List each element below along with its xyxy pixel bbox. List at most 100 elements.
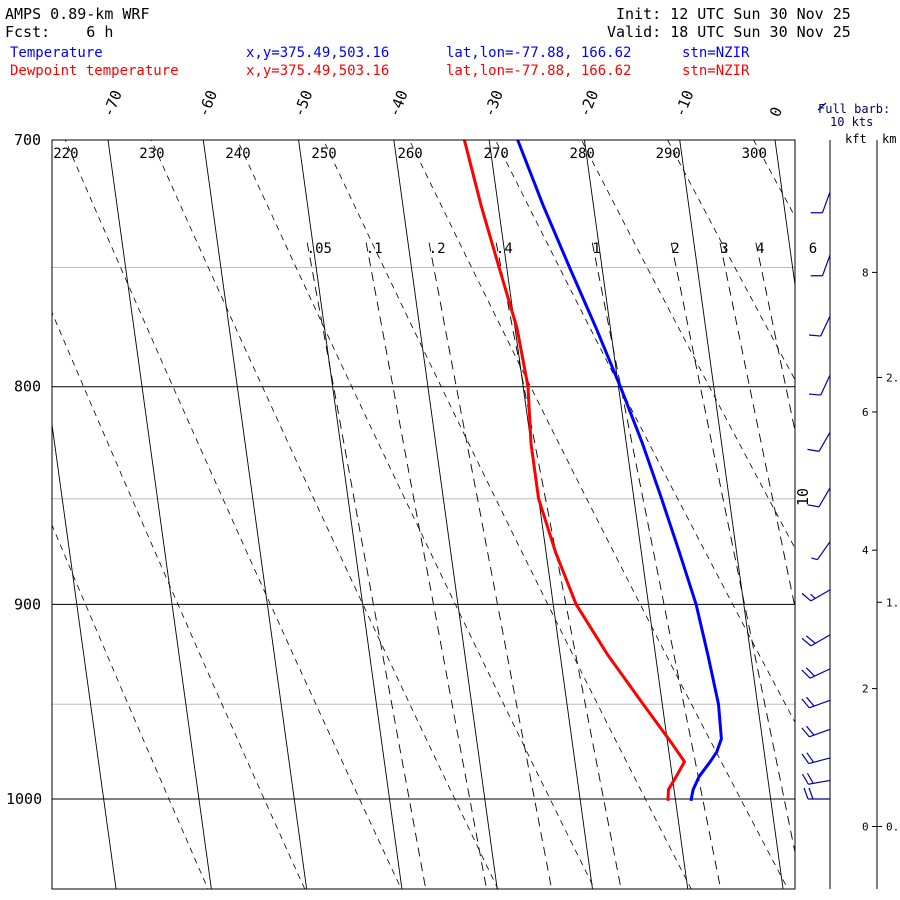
- wind-barb: [801, 696, 831, 709]
- wind-barb-flag: [801, 753, 810, 764]
- height-kft-tick-label: 0: [862, 821, 869, 834]
- wind-barb: [801, 725, 831, 738]
- temperature-legend: Temperature: [10, 45, 103, 61]
- wind-barb-flag: [801, 669, 811, 679]
- mixing-ratio-label: 1: [592, 241, 600, 257]
- mixing-ratio-line: [495, 242, 622, 889]
- wind-barb-flag: [806, 752, 815, 763]
- dry-adiabat-line: [52, 311, 306, 889]
- dry-adiabat-label: 220: [53, 146, 78, 162]
- wind-barb-half-flag: [811, 557, 818, 561]
- mixing-ratio-line: [719, 242, 795, 610]
- isotherm-label: -50: [290, 88, 317, 120]
- dewpoint-xy: x,y=375.49,503.16: [246, 63, 390, 79]
- temperature-profile-line: [516, 140, 723, 802]
- wind-barb-flag: [806, 772, 814, 784]
- isotherm-line: [202, 140, 308, 889]
- pressure-tick-label: 700: [14, 131, 41, 149]
- pressure-tick-label: 800: [14, 378, 41, 396]
- mixing-ratio-label: .05: [307, 241, 332, 257]
- height-kft-tick-label: 2: [862, 683, 869, 696]
- wind-barb: [803, 787, 830, 800]
- isotherm-line: [774, 140, 795, 289]
- temperature-station: stn=NZIR: [682, 45, 750, 61]
- wind-barb-flag: [806, 696, 815, 707]
- wind-barb-flag: [807, 504, 820, 508]
- wind-barb-flag: [808, 787, 814, 800]
- wind-barb: [810, 191, 831, 214]
- dry-adiabat-label: 260: [397, 146, 422, 162]
- dry-adiabat-line: [52, 524, 209, 889]
- dry-adiabat-label: 250: [311, 146, 336, 162]
- wind-barb: [808, 374, 831, 396]
- wind-barb-staff: [809, 728, 831, 738]
- dry-adiabat-line: [408, 140, 789, 889]
- isotherm-line: [298, 140, 403, 889]
- mixing-ratio-line: [808, 243, 900, 900]
- height-km-tick-label: 0.: [886, 821, 899, 834]
- isotherm-label: -40: [385, 88, 412, 120]
- height-kft-label: kft: [845, 132, 867, 146]
- wind-barb-flag: [808, 334, 821, 337]
- pressure-tick-label: 1000: [6, 790, 42, 808]
- isotherm-line: [679, 140, 784, 889]
- wind-barb-staff: [816, 541, 831, 561]
- barb-key-line2: 10 kts: [830, 115, 873, 129]
- wind-barb-staff: [820, 374, 831, 396]
- wind-barb-flag: [801, 637, 812, 647]
- isotherm-label: -20: [575, 88, 602, 120]
- wind-barb-flag: [801, 592, 812, 602]
- wind-barb-annotation: 10: [794, 488, 812, 506]
- wind-barb-staff: [808, 757, 831, 765]
- isotherm-label: -70: [99, 88, 126, 120]
- wind-barb-staff: [810, 634, 831, 647]
- wind-barb-flag: [801, 727, 810, 738]
- wind-barb-staff: [821, 254, 831, 276]
- wind-barb-flag: [801, 773, 809, 785]
- pressure-tick-label: 900: [14, 595, 41, 613]
- mixing-ratio-line: [365, 242, 488, 889]
- wind-barb-staff: [818, 487, 831, 508]
- mixing-ratio-label: 6: [809, 241, 817, 257]
- temperature-latlon: lat,lon=-77.88, 166.62: [446, 45, 632, 61]
- wind-barb-flag: [805, 667, 816, 677]
- isotherm-line: [870, 140, 900, 889]
- height-kft-tick-label: 8: [862, 266, 869, 279]
- wind-barb: [801, 772, 831, 785]
- wind-barb-staff: [821, 191, 831, 213]
- plot-frame: [51, 139, 796, 890]
- mixing-ratio-label: 2: [671, 241, 679, 257]
- isotherm-line: [0, 140, 21, 889]
- wind-barb-flag: [808, 393, 821, 396]
- wind-barb-flag: [805, 635, 816, 644]
- forecast-hour: Fcst: 6 h: [5, 23, 114, 41]
- height-kft-tick-label: 4: [862, 544, 869, 557]
- mixing-ratio-label: 4: [756, 241, 764, 257]
- mixing-ratio-label: .4: [496, 241, 513, 257]
- dry-adiabat-label: 280: [570, 146, 595, 162]
- wind-barb: [811, 541, 831, 561]
- mixing-ratio-label: .1: [366, 241, 383, 257]
- barb-key-line1: Full barb:: [818, 102, 890, 116]
- isotherm-line: [488, 140, 593, 889]
- dry-adiabat-label: 290: [656, 146, 681, 162]
- valid-time: Valid: 18 UTC Sun 30 Nov 25: [607, 23, 851, 41]
- wind-barb-flag: [806, 725, 815, 736]
- height-km-label: km: [882, 132, 896, 146]
- isotherm-line: [52, 421, 117, 889]
- model-title: AMPS 0.89-km WRF: [5, 5, 150, 23]
- wind-barb: [801, 634, 831, 647]
- isotherm-line: [107, 140, 212, 889]
- wind-barb: [807, 432, 831, 452]
- wind-barb-staff: [808, 779, 831, 785]
- mixing-ratio-line: [306, 242, 427, 889]
- dry-adiabat-line: [64, 140, 402, 889]
- wind-barb: [801, 667, 831, 679]
- wind-barb-staff: [809, 699, 831, 709]
- wind-barb-flag: [803, 787, 809, 800]
- dry-adiabat-label: 230: [139, 146, 164, 162]
- wind-barb: [801, 752, 831, 765]
- mixing-ratio-line: [428, 242, 553, 889]
- wind-barb-staff: [820, 315, 831, 337]
